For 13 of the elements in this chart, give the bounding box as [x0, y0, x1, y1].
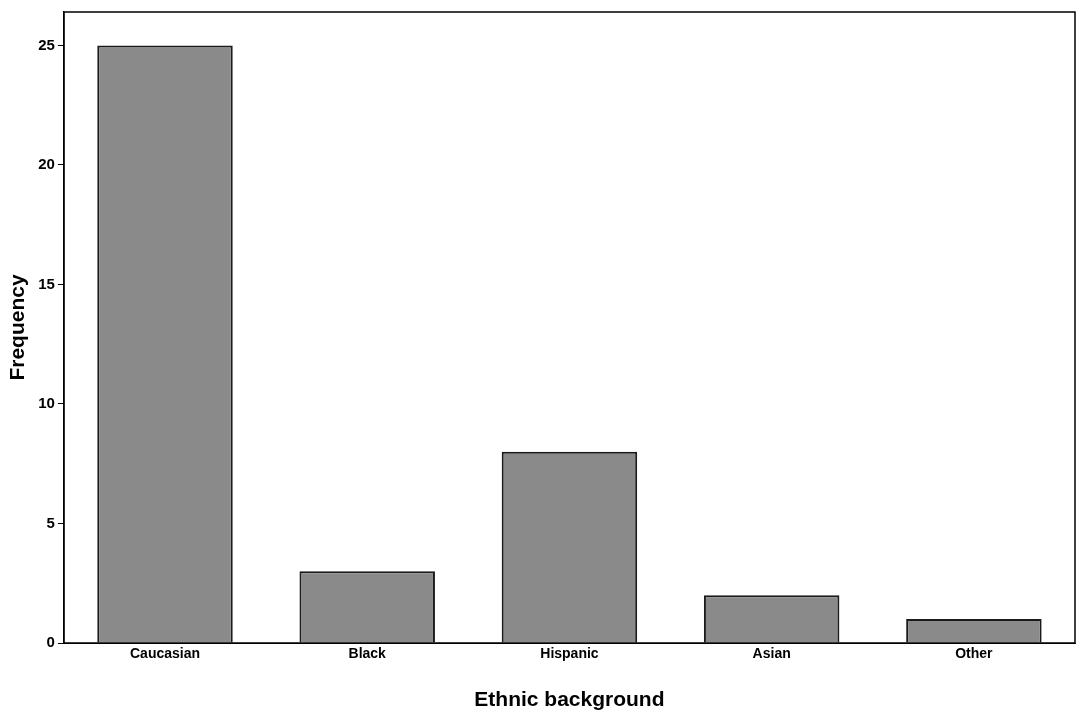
- x-tick-label: Hispanic: [540, 645, 599, 662]
- y-axis-title: Frequency: [5, 274, 29, 381]
- x-tick-label: Black: [348, 645, 387, 662]
- y-tick-label: 5: [46, 513, 55, 531]
- y-tick-label: 20: [38, 155, 55, 173]
- x-tick-label: Other: [955, 645, 994, 662]
- x-axis-title: Ethnic background: [474, 687, 665, 711]
- y-tick-label: 25: [38, 35, 55, 53]
- y-tick-label: 15: [38, 274, 55, 292]
- y-tick-label: 0: [46, 633, 55, 651]
- y-tick-label: 10: [38, 394, 55, 412]
- x-tick-label: Caucasian: [129, 645, 201, 662]
- x-tick-label: Asian: [752, 645, 791, 662]
